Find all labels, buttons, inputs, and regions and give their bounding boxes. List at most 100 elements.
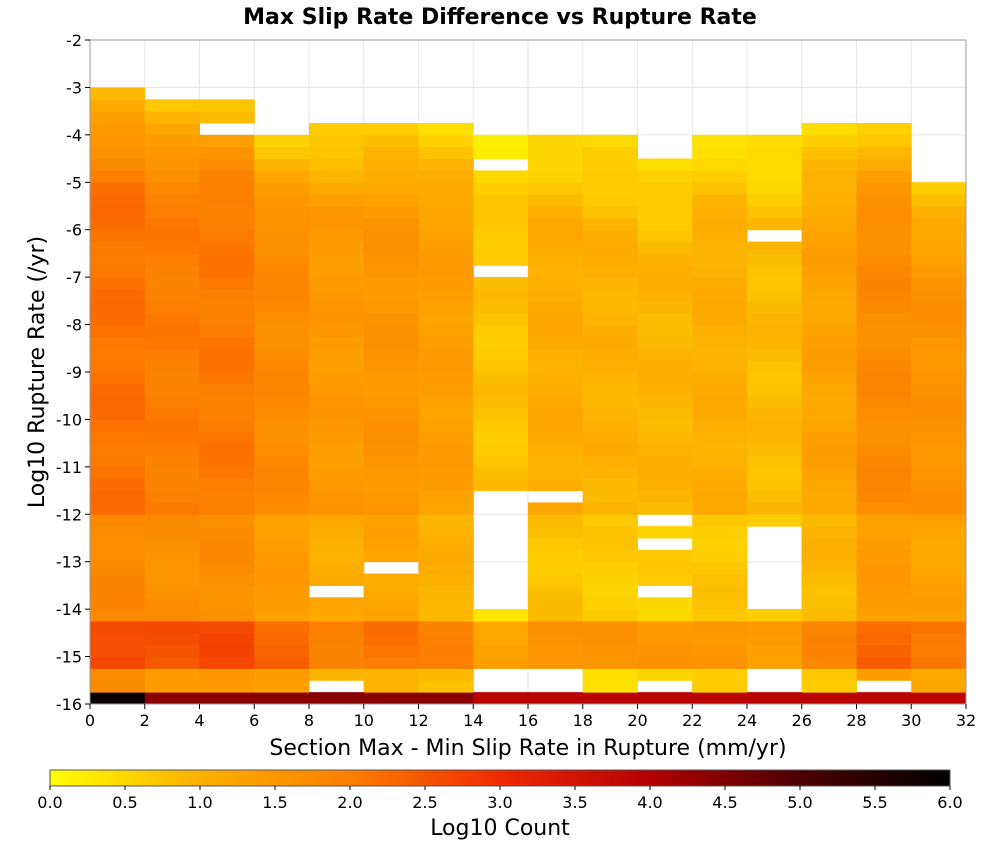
y-tick-label: -4 xyxy=(66,126,82,145)
heatmap-cell xyxy=(90,573,146,586)
heatmap-cell xyxy=(363,573,419,586)
heatmap-cell xyxy=(309,490,365,503)
heatmap-cell xyxy=(856,668,912,681)
heatmap-cell xyxy=(856,182,912,195)
heatmap-cell xyxy=(856,656,912,669)
heatmap-cell xyxy=(363,609,419,622)
heatmap-cell xyxy=(911,585,967,598)
heatmap-cell xyxy=(692,455,748,468)
heatmap-cell xyxy=(801,265,857,278)
heatmap-cell xyxy=(418,514,474,527)
heatmap-cell xyxy=(199,348,255,361)
heatmap-cell xyxy=(418,632,474,646)
heatmap-cell xyxy=(90,87,146,100)
heatmap-cell xyxy=(199,538,255,551)
heatmap-cell xyxy=(801,526,857,539)
heatmap-cell xyxy=(418,265,474,278)
heatmap-cell xyxy=(637,241,693,254)
heatmap-cell xyxy=(199,680,255,693)
heatmap-cell xyxy=(856,395,912,409)
heatmap-cell xyxy=(199,324,255,337)
heatmap-cell xyxy=(254,644,310,658)
heatmap-cell xyxy=(637,431,693,444)
heatmap-cell xyxy=(692,478,748,492)
heatmap-cell xyxy=(692,206,748,219)
heatmap-cell xyxy=(528,312,584,326)
heatmap-cell xyxy=(309,514,365,527)
heatmap-cell xyxy=(90,621,146,634)
heatmap-cell xyxy=(90,383,146,397)
heatmap-cell xyxy=(747,336,803,349)
heatmap-cell xyxy=(254,253,310,266)
heatmap-cell xyxy=(144,146,200,160)
heatmap-cell xyxy=(144,182,200,195)
heatmap-cell xyxy=(90,692,146,705)
heatmap-cell xyxy=(801,502,857,515)
heatmap-cell xyxy=(747,146,803,160)
heatmap-cell xyxy=(199,312,255,326)
heatmap-cell xyxy=(254,443,310,456)
heatmap-cell xyxy=(856,312,912,326)
heatmap-cell xyxy=(911,324,967,337)
heatmap-cell xyxy=(856,632,912,646)
heatmap-cell xyxy=(199,443,255,456)
heatmap-cell xyxy=(199,478,255,492)
heatmap-cell xyxy=(747,182,803,195)
heatmap-cell xyxy=(911,466,967,480)
heatmap-cell xyxy=(801,538,857,551)
heatmap-cell xyxy=(692,300,748,314)
heatmap-cell xyxy=(801,478,857,492)
heatmap-cell xyxy=(90,490,146,503)
heatmap-cell xyxy=(90,146,146,160)
heatmap-cell xyxy=(637,277,693,290)
heatmap-cell xyxy=(418,573,474,586)
heatmap-cell xyxy=(801,348,857,361)
heatmap-cell xyxy=(144,99,200,112)
heatmap-cell xyxy=(309,134,365,148)
heatmap-cell xyxy=(911,526,967,539)
heatmap-cell xyxy=(363,170,419,183)
heatmap-cell xyxy=(254,146,310,160)
heatmap-cell xyxy=(144,289,200,302)
x-tick-label: 28 xyxy=(846,711,866,730)
heatmap-cell xyxy=(144,348,200,361)
heatmap-cell xyxy=(692,158,748,171)
heatmap-cell xyxy=(309,407,365,420)
heatmap-cell xyxy=(418,123,474,136)
heatmap-cell xyxy=(309,573,365,586)
heatmap-cell xyxy=(90,312,146,326)
x-tick-label: 32 xyxy=(956,711,976,730)
heatmap-cell xyxy=(418,549,474,563)
heatmap-cell xyxy=(144,573,200,586)
heatmap-cell xyxy=(90,431,146,444)
heatmap-cell xyxy=(911,419,967,432)
heatmap-cell xyxy=(199,455,255,468)
heatmap-cell xyxy=(801,300,857,314)
heatmap-cell xyxy=(199,466,255,480)
heatmap-cell xyxy=(363,431,419,444)
heatmap-cell xyxy=(692,383,748,397)
heatmap-cell xyxy=(747,383,803,397)
heatmap-cell xyxy=(254,455,310,468)
heatmap-cell xyxy=(309,253,365,266)
heatmap-cell xyxy=(254,419,310,432)
heatmap-cell xyxy=(692,656,748,669)
heatmap-cell xyxy=(692,490,748,503)
heatmap-cell xyxy=(692,253,748,266)
heatmap-cell xyxy=(309,300,365,314)
heatmap-cell xyxy=(747,265,803,278)
heatmap-cell xyxy=(637,265,693,278)
heatmap-cell xyxy=(692,680,748,693)
heatmap-cell xyxy=(801,206,857,219)
heatmap-cell xyxy=(418,158,474,171)
heatmap-cell xyxy=(582,573,638,586)
heatmap-cell xyxy=(309,217,365,231)
heatmap-cell xyxy=(582,632,638,646)
heatmap-cell xyxy=(144,443,200,456)
heatmap-cell xyxy=(637,395,693,409)
heatmap-cell xyxy=(637,526,693,539)
heatmap-cell xyxy=(363,490,419,503)
heatmap-cell xyxy=(637,478,693,492)
heatmap-cell xyxy=(856,300,912,314)
heatmap-cell xyxy=(144,265,200,278)
